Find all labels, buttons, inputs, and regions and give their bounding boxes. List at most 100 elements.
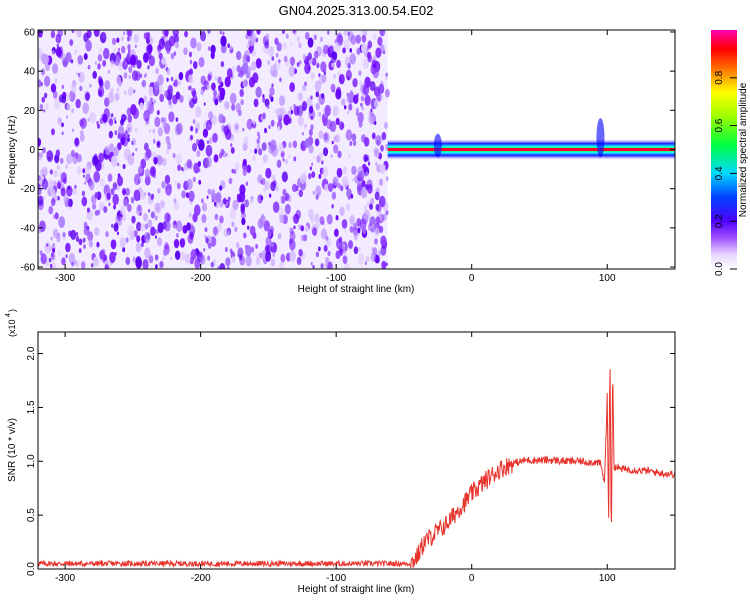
- spectrogram-noise-mark: [45, 103, 49, 110]
- spectrogram-noise-mark: [149, 166, 157, 177]
- spectrogram-noise-mark: [125, 129, 128, 134]
- spectrogram-noise-mark: [374, 191, 380, 201]
- spectrogram-noise-mark: [240, 99, 244, 106]
- spectrogram-noise-mark: [127, 225, 135, 237]
- spectrogram-noise-mark: [170, 76, 174, 82]
- spectrogram-noise-mark: [41, 178, 49, 190]
- spectrogram-noise-mark: [303, 170, 306, 175]
- spectrogram-noise-mark: [207, 123, 210, 128]
- spectrogram-noise-mark: [229, 45, 233, 50]
- spectrogram-noise-mark: [99, 201, 105, 211]
- spectrogram-noise-mark: [242, 168, 247, 177]
- spectrogram-noise-mark: [96, 241, 100, 248]
- spectrogram-noise-mark: [265, 33, 270, 40]
- spectrogram-noise-mark: [347, 62, 351, 69]
- spectrogram-noise-mark: [299, 60, 302, 65]
- spectrogram-noise-mark: [219, 199, 224, 208]
- spectrogram-noise-mark: [313, 155, 316, 160]
- spectrogram-noise-mark: [164, 242, 169, 250]
- spectrogram-noise-mark: [275, 185, 279, 192]
- spectrogram-noise-mark: [156, 237, 163, 247]
- spectrogram-noise-mark: [188, 137, 191, 142]
- spectrogram-noise-mark: [272, 252, 276, 258]
- spectrogram-noise-mark: [156, 206, 160, 212]
- spectrogram-noise-mark: [113, 222, 119, 232]
- spectrogram-noise-mark: [154, 254, 159, 261]
- spectrogram-noise-mark: [219, 215, 224, 224]
- spectrogram-noise-mark: [375, 216, 381, 224]
- spectrogram-noise-mark: [155, 264, 158, 269]
- spectrogram-noise-mark: [70, 83, 77, 94]
- spectrogram-noise-mark: [94, 209, 99, 217]
- spectrogram-noise-mark: [218, 84, 222, 91]
- spectrogram-noise-mark: [45, 246, 48, 250]
- snr-x-tick-label: -300: [55, 573, 75, 584]
- spectrogram-noise-mark: [256, 138, 260, 145]
- spectrogram-noise-mark: [167, 142, 172, 150]
- spectrogram-noise-mark: [323, 44, 329, 55]
- spectrogram-noise-mark: [246, 55, 251, 63]
- spectrogram-noise-mark: [379, 163, 386, 174]
- spectrogram-noise-mark: [254, 148, 258, 154]
- spectrogram-noise-mark: [133, 89, 136, 94]
- spectrogram-noise-mark: [235, 103, 241, 113]
- spectrogram-noise-mark: [97, 53, 103, 62]
- spectrogram-noise-mark: [56, 164, 61, 171]
- spectrogram-noise-mark: [275, 53, 279, 58]
- spectrogram-y-tick-label: 40: [24, 67, 36, 78]
- spectrogram-noise-mark: [74, 184, 77, 189]
- spectrogram-noise-mark: [310, 115, 313, 120]
- spectrogram-noise-mark: [110, 60, 115, 68]
- spectrogram-noise-mark: [161, 181, 166, 189]
- spectrogram-noise-mark: [49, 263, 53, 269]
- spectrogram-noise-mark: [229, 92, 237, 105]
- spectrogram-noise-mark: [197, 160, 202, 167]
- spectrogram-noise-mark: [174, 250, 181, 260]
- colorbar-tick-label: 0.4: [714, 166, 725, 180]
- spectrogram-noise-mark: [126, 30, 133, 37]
- spectrogram-noise-mark: [154, 229, 158, 235]
- spectrogram-noise-mark: [252, 49, 256, 57]
- spectrogram-noise-mark: [210, 44, 216, 54]
- spectrogram-noise-mark: [267, 59, 271, 66]
- spectrogram-noise-mark: [47, 179, 54, 191]
- spectrogram-noise-mark: [292, 140, 298, 149]
- spectrogram-noise-mark: [324, 104, 332, 117]
- spectrogram-noise-mark: [143, 32, 148, 40]
- spectrogram-noise-mark: [72, 187, 78, 196]
- spectrogram-noise-mark: [186, 178, 193, 190]
- spectrogram-noise-mark: [192, 119, 196, 124]
- spectrogram-noise-mark: [252, 154, 256, 161]
- spectrogram-noise-mark: [66, 185, 73, 197]
- spectrogram-noise-mark: [161, 30, 166, 35]
- spectrogram-noise-mark: [183, 47, 188, 56]
- spectrogram-noise-mark: [207, 188, 211, 195]
- spectrogram-noise-mark: [157, 222, 164, 234]
- spectrogram-noise-mark: [315, 185, 322, 196]
- spectrogram-y-tick-label: -20: [21, 184, 36, 195]
- spectrogram-noise-mark: [119, 61, 124, 68]
- spectrogram-noise-mark: [330, 154, 333, 158]
- spectrogram-noise-mark: [220, 35, 227, 47]
- spectrogram-noise-mark: [175, 220, 183, 232]
- spectrogram-noise-mark: [359, 80, 363, 86]
- spectrogram-noise-mark: [284, 192, 290, 201]
- spectrogram-x-tick-label: -300: [55, 273, 75, 284]
- spectrogram-noise-mark: [75, 71, 78, 76]
- spectrogram-noise-mark: [242, 158, 247, 167]
- spectrogram-noise-mark: [359, 218, 367, 231]
- spectrogram-noise-mark: [290, 215, 294, 221]
- spectrogram-noise-mark: [318, 174, 322, 179]
- spectrogram-noise-mark: [140, 242, 144, 248]
- spectrogram-noise-mark: [137, 165, 143, 174]
- spectrogram-noise-mark: [143, 109, 150, 122]
- spectrogram-noise-mark: [304, 138, 311, 148]
- spectrogram-noise-mark: [157, 141, 160, 147]
- spectrogram-noise-mark: [188, 190, 195, 202]
- spectrogram-noise-mark: [93, 256, 99, 267]
- spectrogram-noise-mark: [296, 36, 300, 43]
- spectrogram-noise-mark: [279, 214, 285, 224]
- spectrogram-noise-mark: [314, 138, 320, 147]
- spectrogram-noise-mark: [114, 120, 117, 124]
- spectrogram-noise-mark: [249, 225, 256, 236]
